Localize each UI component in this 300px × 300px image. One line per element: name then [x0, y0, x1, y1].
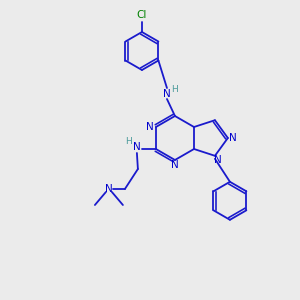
Text: H: H	[172, 85, 178, 94]
Text: N: N	[229, 133, 237, 143]
Text: N: N	[214, 155, 222, 165]
Text: N: N	[163, 89, 171, 99]
Text: H: H	[125, 137, 132, 146]
Text: N: N	[146, 122, 154, 132]
Text: N: N	[105, 184, 113, 194]
Text: N: N	[171, 160, 179, 170]
Text: Cl: Cl	[137, 10, 147, 20]
Text: N: N	[133, 142, 141, 152]
